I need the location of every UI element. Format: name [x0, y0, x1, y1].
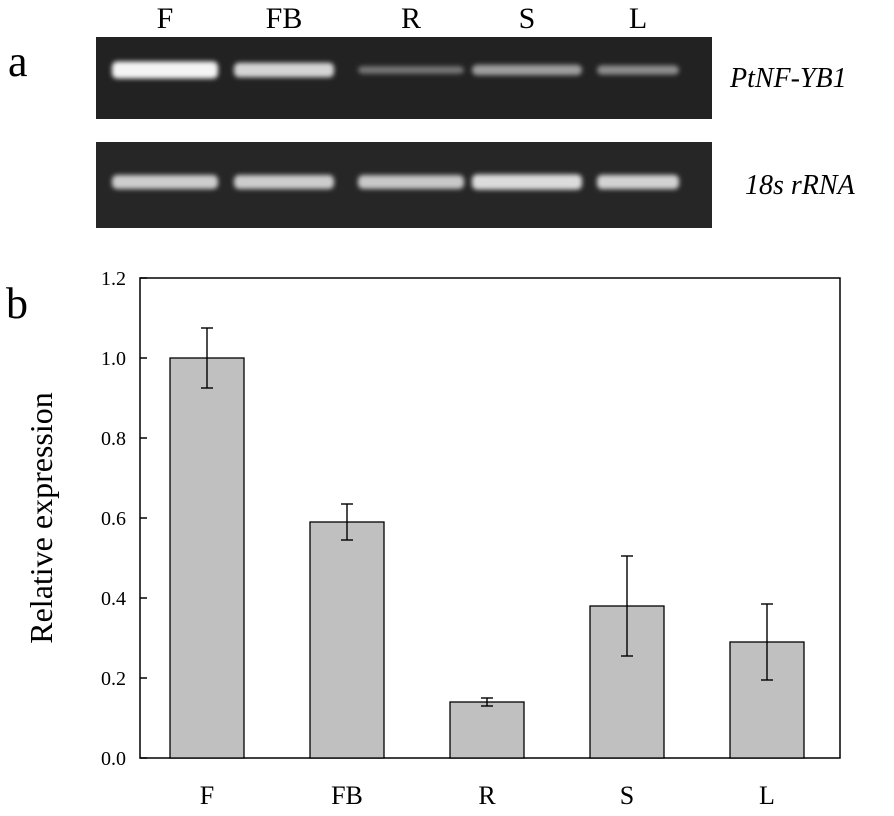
x-tick-label-s: S — [620, 781, 634, 810]
lane-label-r: R — [401, 2, 421, 35]
ptnf-yb1-band-s — [472, 64, 582, 76]
bar-f — [169, 357, 245, 759]
error-bar-l — [761, 603, 773, 681]
lane-label-l: L — [629, 2, 647, 35]
y-tick-label: 0.4 — [101, 588, 126, 610]
error-bar-r — [481, 697, 493, 707]
error-bar-f — [201, 327, 213, 389]
y-tick-label: 0.0 — [101, 748, 126, 770]
x-tick-label-f: F — [200, 781, 214, 810]
gel-ptnf-yb1-bands — [112, 61, 679, 79]
rrna-band-r — [358, 175, 464, 189]
y-tick-label: 1.2 — [101, 268, 126, 290]
error-bar-fb — [341, 503, 353, 541]
ptnf-yb1-band-l — [597, 65, 679, 75]
x-tick-label-l: L — [759, 781, 775, 810]
panel-b-letter: b — [6, 279, 28, 328]
gel-18s-rrna — [96, 142, 712, 228]
y-tick-label: 0.2 — [101, 668, 126, 690]
ptnf-yb1-band-f — [112, 61, 218, 79]
lane-label-s: S — [519, 2, 536, 35]
error-bar-s — [621, 555, 633, 657]
y-axis-title: Relative expression — [23, 392, 59, 643]
y-axis-ticks: 0.0 0.2 0.4 0.6 0.8 1.0 1.2 — [101, 268, 147, 770]
ptnf-yb1-band-r — [358, 66, 464, 74]
rrna-band-f — [112, 175, 218, 189]
bars — [169, 357, 805, 759]
bar-r — [449, 701, 525, 759]
y-tick-label: 0.6 — [101, 508, 126, 530]
ptnf-yb1-band-fb — [234, 62, 334, 78]
gel-ptnf-yb1 — [96, 37, 712, 119]
error-bars — [201, 327, 773, 707]
rrna-band-s — [472, 174, 582, 190]
bar-fb — [309, 521, 385, 759]
lane-label-f: F — [157, 2, 174, 35]
y-tick-label: 1.0 — [101, 348, 126, 370]
gene-label-18s-rrna: 18s rRNA — [745, 170, 856, 201]
gene-label-ptnf-yb1: PtNF-YB1 — [729, 63, 847, 94]
lane-label-fb: FB — [266, 2, 303, 35]
panel-a-letter: a — [8, 37, 28, 86]
rrna-band-fb — [234, 175, 334, 189]
y-tick-label: 0.8 — [101, 428, 126, 450]
x-tick-label-r: R — [478, 781, 496, 810]
lane-labels: F FB R S L — [157, 2, 648, 35]
x-tick-label-fb: FB — [331, 781, 363, 810]
x-axis-ticks: F FB R S L — [200, 751, 775, 810]
gel-18s-rrna-bands — [112, 174, 679, 190]
rrna-band-l — [597, 174, 679, 190]
